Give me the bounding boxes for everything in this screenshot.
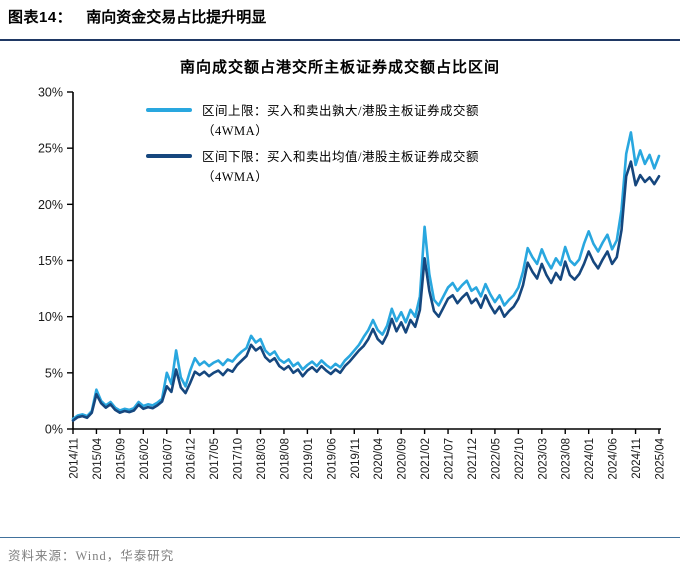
x-tick-label: 2023/08 — [561, 438, 573, 480]
x-axis-ticks: 2014/11 2015/04 2015/09 2016/02 2016/07 2016/… — [69, 429, 667, 480]
lower-line-swatch — [146, 154, 192, 158]
x-tick-label: 2015/09 — [115, 438, 127, 480]
x-tick-label: 2021/07 — [444, 438, 456, 480]
legend-item-lower: 区间下限：买入和卖出均值/港股主板证券成交额（4WMA） — [146, 147, 546, 187]
y-tick-label: 15% — [38, 254, 63, 268]
upper-line-label: 区间上限：买入和卖出孰大/港股主板证券成交额（4WMA） — [202, 104, 479, 138]
x-tick-label: 2017/10 — [233, 438, 245, 480]
header-divider — [0, 39, 680, 41]
chart-title: 南向成交额占港交所主板证券成交额占比区间 — [179, 60, 500, 76]
y-tick-label: 25% — [38, 142, 63, 156]
x-tick-label: 2024/06 — [608, 438, 620, 480]
upper-bound-line — [71, 131, 661, 421]
legend-item-upper: 区间上限：买入和卖出孰大/港股主板证券成交额（4WMA） — [146, 101, 546, 141]
x-tick-label: 2021/12 — [467, 438, 479, 480]
y-tick-label: 5% — [45, 366, 63, 380]
x-tick-label: 2019/11 — [350, 438, 362, 479]
source-note: 资料来源：Wind，华泰研究 — [8, 549, 175, 563]
x-tick-label: 2014/11 — [69, 438, 81, 479]
lower-line-label: 区间下限：买入和卖出均值/港股主板证券成交额（4WMA） — [202, 150, 479, 184]
x-tick-label: 2020/04 — [373, 437, 385, 479]
upper-line-swatch — [146, 108, 192, 112]
y-tick-label: 10% — [38, 310, 63, 324]
x-tick-label: 2022/05 — [490, 438, 502, 480]
footer-divider — [0, 537, 680, 538]
x-tick-label: 2019/06 — [326, 438, 338, 480]
x-tick-label: 2024/01 — [584, 438, 596, 480]
x-tick-label: 2022/10 — [514, 438, 526, 480]
x-tick-label: 2020/09 — [397, 438, 409, 480]
x-tick-label: 2018/08 — [279, 438, 291, 480]
x-tick-label: 2023/03 — [537, 438, 549, 480]
figure-header: 图表14： 南向资金交易占比提升明显 — [8, 6, 672, 27]
y-tick-label: 30% — [38, 86, 63, 100]
figure-title: 南向资金交易占比提升明显 — [86, 9, 267, 26]
x-tick-label: 2015/04 — [92, 437, 104, 479]
lower-bound-line — [71, 160, 661, 422]
y-tick-label: 0% — [45, 423, 63, 437]
figure-number: 图表14： — [8, 9, 73, 26]
x-tick-label: 2019/01 — [303, 438, 315, 480]
x-tick-label: 2025/04 — [655, 437, 667, 479]
x-tick-label: 2018/03 — [256, 438, 268, 480]
y-axis-ticks: 0% 5% 10% 15% 20% 25% 30% — [38, 86, 73, 437]
x-tick-label: 2021/02 — [420, 438, 432, 480]
x-tick-label: 2016/12 — [186, 438, 198, 480]
x-tick-label: 2016/07 — [162, 438, 174, 480]
x-tick-label: 2016/02 — [139, 438, 151, 480]
x-tick-label: 2017/05 — [209, 438, 221, 480]
x-tick-label: 2024/11 — [631, 438, 643, 479]
y-tick-label: 20% — [38, 198, 63, 212]
chart-legend: 区间上限：买入和卖出孰大/港股主板证券成交额（4WMA） 区间下限：买入和卖出均… — [146, 101, 546, 193]
